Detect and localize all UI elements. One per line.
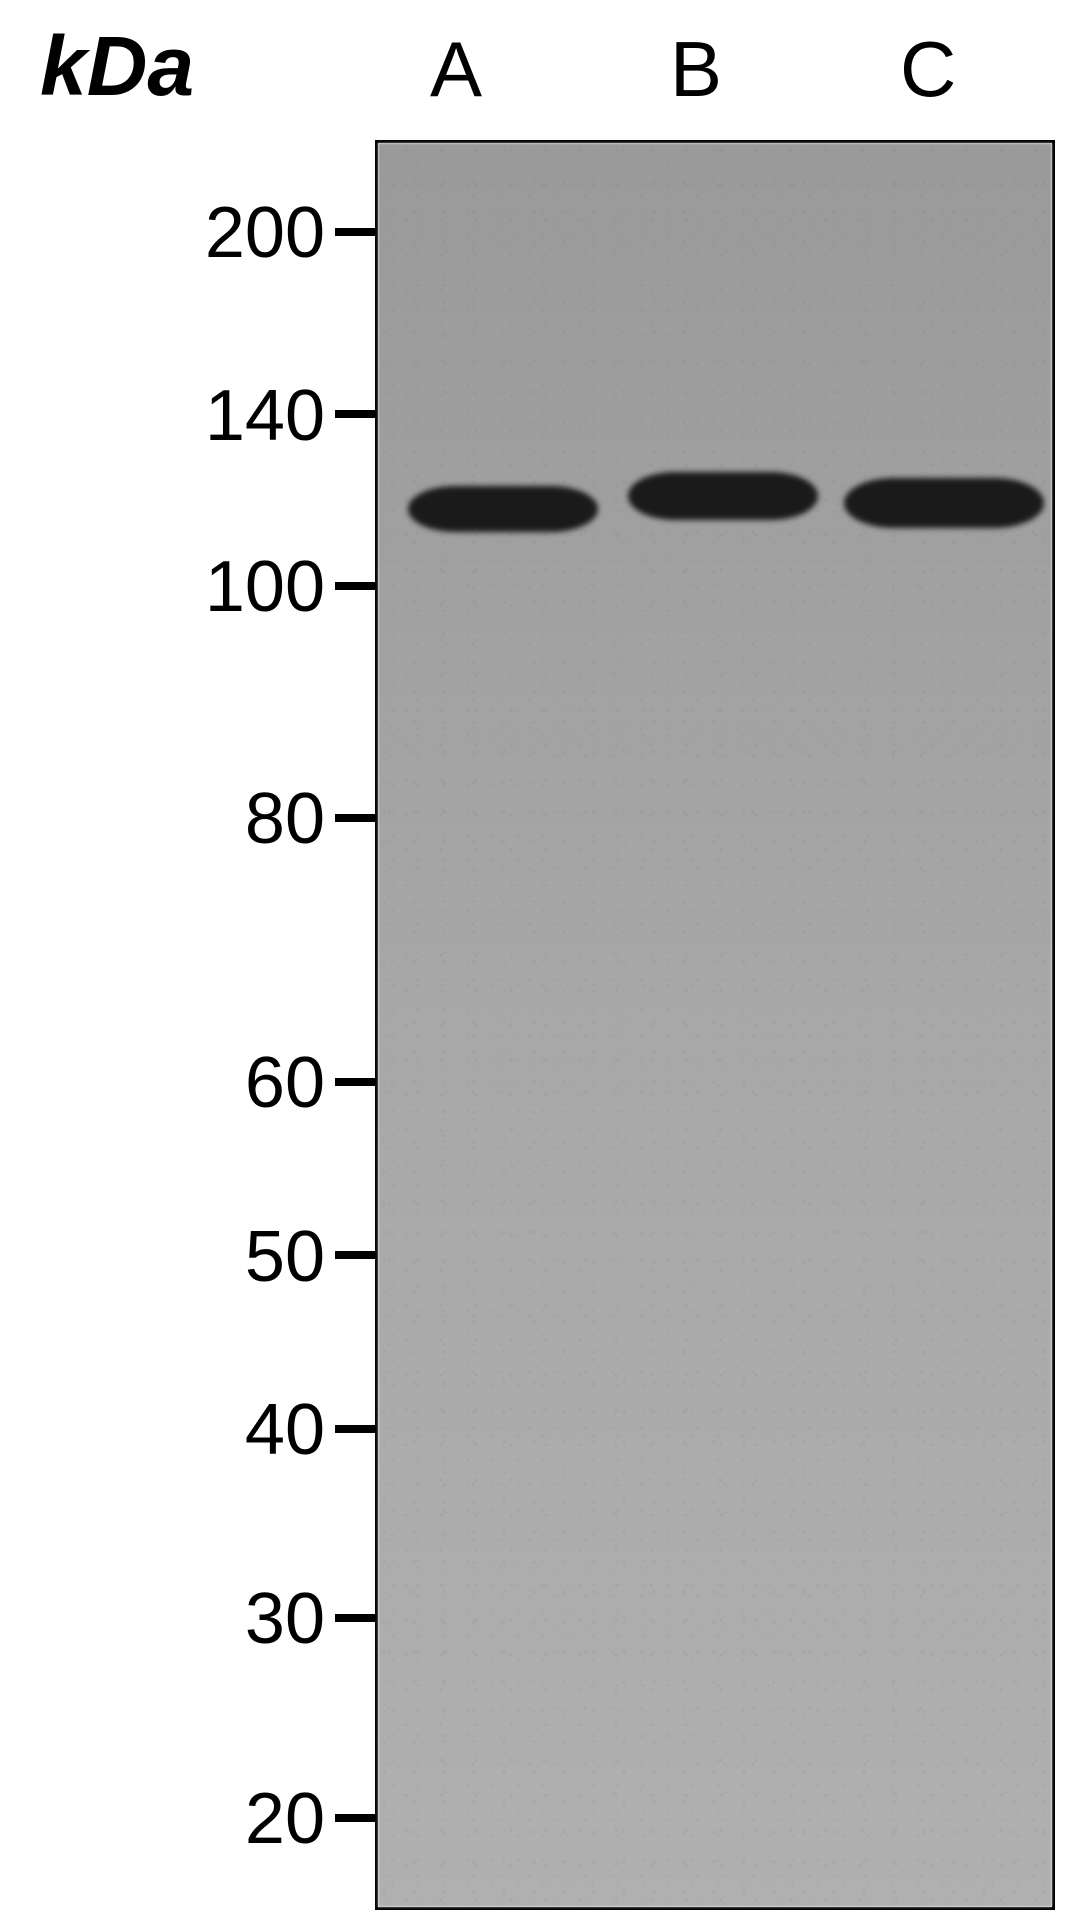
tick-mark-30 <box>335 1614 375 1622</box>
gel-noise <box>378 143 1052 1907</box>
band-lane-c <box>844 478 1044 528</box>
lane-label-c: C <box>900 24 956 115</box>
tick-label-140: 140 <box>205 375 325 457</box>
tick-mark-80 <box>335 814 375 822</box>
tick-label-20: 20 <box>245 1778 325 1860</box>
tick-label-100: 100 <box>205 546 325 628</box>
band-lane-a <box>408 486 598 532</box>
tick-mark-20 <box>335 1814 375 1822</box>
tick-mark-100 <box>335 582 375 590</box>
tick-label-200: 200 <box>205 192 325 274</box>
lane-label-b: B <box>670 24 722 115</box>
tick-mark-50 <box>335 1251 375 1259</box>
tick-label-50: 50 <box>245 1216 325 1298</box>
tick-mark-40 <box>335 1425 375 1433</box>
figure-container: kDa A B C 200 140 100 80 60 50 40 30 20 <box>0 0 1080 1929</box>
tick-mark-60 <box>335 1078 375 1086</box>
lane-label-a: A <box>430 24 482 115</box>
tick-label-40: 40 <box>245 1389 325 1471</box>
band-lane-b <box>628 472 818 520</box>
tick-mark-140 <box>335 410 375 418</box>
tick-label-80: 80 <box>245 778 325 860</box>
tick-label-60: 60 <box>245 1042 325 1124</box>
tick-mark-200 <box>335 228 375 236</box>
gel-frame <box>375 140 1055 1910</box>
tick-label-30: 30 <box>245 1578 325 1660</box>
y-axis-title: kDa <box>40 18 194 115</box>
